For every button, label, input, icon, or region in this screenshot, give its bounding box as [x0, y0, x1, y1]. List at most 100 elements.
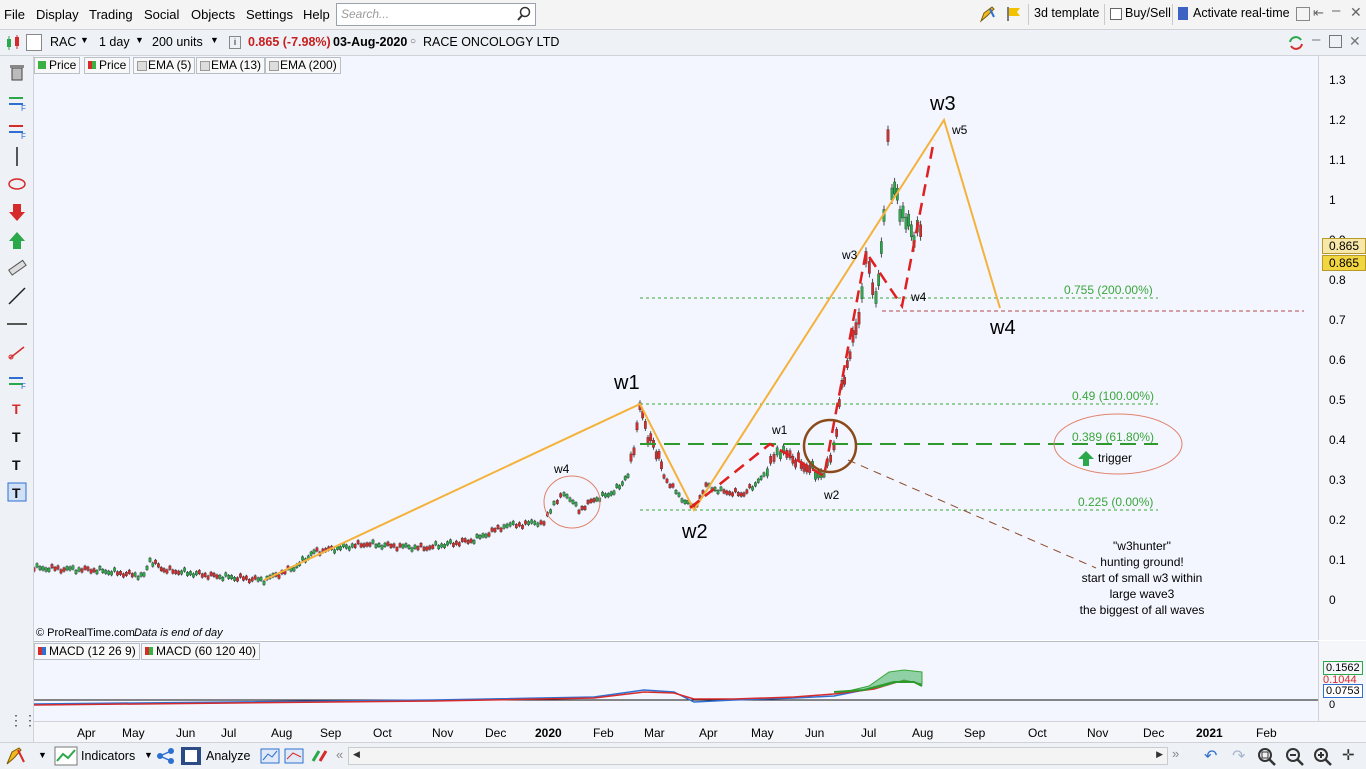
price-chart[interactable]: w1 w2 w3 w4 w5 w4 w1 w2 w3 w4 0.755 (200…	[34, 56, 1318, 640]
window-icon[interactable]	[1296, 7, 1310, 21]
indicators-button[interactable]: Indicators	[81, 749, 136, 763]
pencil-icon[interactable]	[978, 5, 998, 23]
more-tools-icon[interactable]: ⋮⋮	[9, 712, 37, 728]
search-input[interactable]: Search...	[336, 3, 536, 26]
scroll-start-icon[interactable]: «	[336, 747, 344, 762]
share-icon[interactable]	[156, 747, 176, 765]
chevron-down-icon[interactable]: ▼	[210, 35, 219, 45]
candle-body	[428, 545, 432, 550]
menu-display[interactable]: Display	[36, 7, 79, 22]
horizontal-scrollbar[interactable]: ◀ ▶	[348, 747, 1168, 765]
fib-fan-icon[interactable]: F	[7, 92, 27, 112]
tag-macd-1[interactable]: MACD (12 26 9)	[34, 643, 140, 660]
crosshair-icon[interactable]: ✛	[1342, 747, 1355, 764]
chevron-down-icon[interactable]: ▼	[80, 35, 89, 45]
zoom-in-icon[interactable]	[1312, 746, 1334, 766]
analyze-button[interactable]: Analyze	[206, 749, 251, 763]
chart-settings-icon[interactable]	[260, 747, 280, 765]
maximize-chart-icon[interactable]	[1329, 35, 1342, 48]
candle-body	[383, 542, 387, 547]
tag-ema-5[interactable]: EMA (5)	[133, 57, 196, 74]
w4-highlight-circle[interactable]	[543, 475, 601, 529]
menu-settings[interactable]: Settings	[246, 7, 293, 22]
candle-body	[224, 572, 228, 577]
horizontal-line-icon[interactable]	[7, 314, 27, 334]
close-chart-icon[interactable]: ✕	[1349, 33, 1361, 49]
projection-line[interactable]	[847, 459, 1097, 569]
menu-file[interactable]: File	[4, 7, 25, 22]
tag-price-2[interactable]: Price	[84, 57, 131, 74]
buysell-button[interactable]: Buy/Sell	[1125, 6, 1171, 20]
trigger-circle[interactable]	[802, 418, 858, 474]
text-red-icon[interactable]: T	[7, 398, 27, 418]
scroll-end-icon[interactable]: »	[1172, 746, 1180, 761]
ruler-icon[interactable]	[7, 258, 27, 278]
units-select[interactable]: 200 units	[152, 35, 203, 49]
scroll-right-icon[interactable]: ▶	[1156, 749, 1163, 759]
fib-projection-icon[interactable]: F	[7, 370, 27, 390]
candle-body	[377, 542, 381, 547]
macd-panel[interactable]: MACD (12 26 9) MACD (60 120 40)	[34, 641, 1318, 722]
arrow-up-icon[interactable]	[7, 230, 27, 250]
text-black-icon[interactable]: T	[7, 426, 27, 446]
chevron-down-icon[interactable]: ▼	[38, 750, 47, 760]
pin-icon[interactable]: ⇤	[1313, 5, 1324, 20]
candle-body	[380, 545, 384, 550]
info-icon[interactable]: i	[229, 36, 241, 49]
minimize-chart-icon[interactable]: –	[1312, 31, 1321, 48]
candle-body	[759, 475, 763, 480]
close-icon[interactable]: ✕	[1350, 4, 1362, 20]
fib-retracement-icon[interactable]: F	[7, 120, 27, 140]
refresh-icon[interactable]	[1286, 33, 1306, 53]
large-wave-line[interactable]	[263, 117, 1001, 581]
chevron-down-icon[interactable]: ▼	[144, 750, 153, 760]
price-axis[interactable]: 1.3 1.2 1.1 1 0.9 0.8 0.7 0.6 0.5 0.4 0.…	[1318, 56, 1366, 640]
draw-tool-icon[interactable]	[4, 746, 28, 766]
chevron-down-icon[interactable]: ▼	[135, 35, 144, 45]
tag-macd-2[interactable]: MACD (60 120 40)	[141, 643, 261, 660]
small-wave-line[interactable]	[689, 139, 936, 509]
candle-body	[80, 568, 84, 573]
zoom-box-icon[interactable]	[1256, 746, 1278, 766]
period-select[interactable]: 1 day	[99, 35, 130, 49]
candlestick-icon[interactable]	[4, 34, 22, 52]
time-axis[interactable]: Apr May Jun Jul Aug Sep Oct Nov Dec 2020…	[34, 721, 1366, 743]
analyze-icon[interactable]	[180, 746, 202, 766]
tag-ema-200[interactable]: EMA (200)	[265, 57, 341, 74]
zoom-out-icon[interactable]	[1284, 746, 1306, 766]
menu-objects[interactable]: Objects	[191, 7, 236, 22]
candle-body	[835, 429, 839, 437]
arrow-down-icon[interactable]	[7, 202, 27, 222]
template-button[interactable]: 3d template	[1034, 6, 1100, 20]
candle-body	[392, 543, 396, 548]
trade-icon[interactable]	[310, 747, 330, 765]
redo-icon[interactable]: ↷	[1232, 748, 1246, 765]
undo-icon[interactable]: ↶	[1204, 748, 1218, 765]
buysell-checkbox[interactable]	[1110, 8, 1122, 20]
ellipse-icon[interactable]	[7, 173, 27, 193]
minimize-icon[interactable]: –	[1332, 2, 1341, 19]
symbol-select[interactable]: RAC	[50, 35, 77, 49]
flag-icon[interactable]	[1004, 5, 1024, 23]
indicators-icon[interactable]	[54, 746, 78, 766]
vertical-line-icon[interactable]	[7, 146, 27, 166]
menu-trading[interactable]: Trading	[89, 7, 133, 22]
text-bold-icon[interactable]: T	[7, 454, 27, 474]
candle-body	[449, 539, 452, 544]
tag-ema-13[interactable]: EMA (13)	[196, 57, 266, 74]
compare-icon[interactable]	[284, 747, 304, 765]
realtime-button[interactable]: Activate real-time	[1193, 6, 1290, 20]
macd-axis[interactable]: 0.1562 0.1044 0.0753 0	[1318, 641, 1366, 721]
candle-body	[95, 570, 99, 575]
candle-body	[233, 577, 236, 581]
trend-line-icon[interactable]	[7, 286, 27, 306]
menu-help[interactable]: Help	[303, 7, 330, 22]
menu-social[interactable]: Social	[144, 7, 180, 22]
tag-price-1[interactable]: Price	[34, 57, 81, 74]
trigger-label-circle[interactable]	[1053, 413, 1183, 475]
scroll-left-icon[interactable]: ◀	[353, 749, 360, 759]
segment-icon[interactable]	[7, 342, 27, 362]
trash-icon[interactable]	[7, 62, 27, 82]
chart-type-icon[interactable]	[26, 34, 42, 51]
text-box-icon[interactable]: T	[7, 482, 27, 502]
